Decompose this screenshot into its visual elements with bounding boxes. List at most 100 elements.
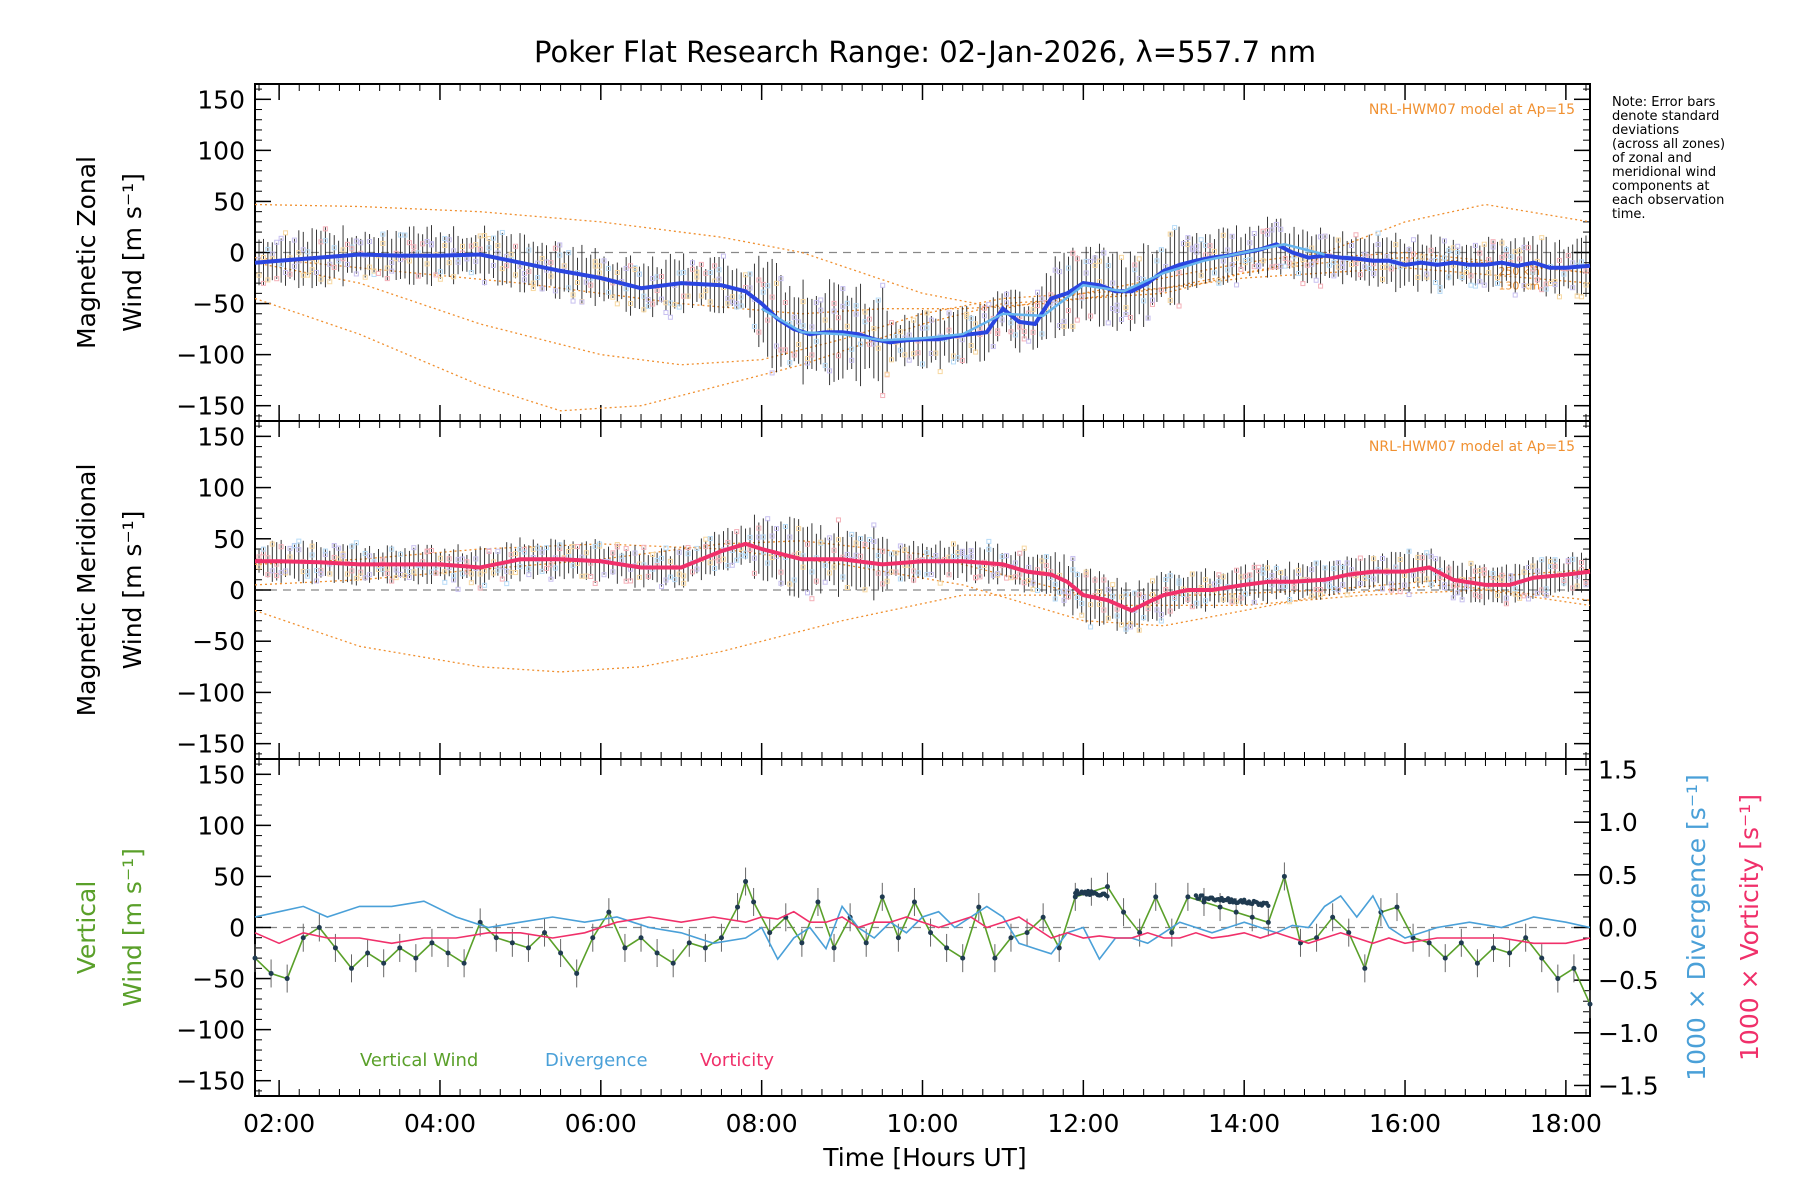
zone-sample (1450, 595, 1456, 601)
zone-sample (1004, 553, 1010, 559)
data-point (686, 940, 692, 946)
zone-sample (734, 557, 740, 563)
model-label: NRL-HWM07 model at Ap=15 (1369, 439, 1575, 455)
zone-sample (619, 553, 625, 559)
zone-sample (778, 580, 784, 586)
zone-sample (278, 544, 284, 550)
zone-sample (791, 577, 797, 583)
y-tick-label: 50 (213, 862, 245, 891)
zone-sample (1468, 560, 1474, 566)
zone-sample (707, 270, 713, 276)
zone-sample (1525, 596, 1531, 602)
zone-sample (402, 232, 408, 238)
zone-sample (1481, 282, 1487, 288)
zone-sample (1088, 602, 1094, 608)
zone-sample (336, 556, 342, 562)
zone-sample (995, 328, 1001, 334)
zone-sample (566, 548, 572, 554)
zone-sample (831, 547, 837, 553)
zone-sample (406, 258, 412, 264)
zone-sample (340, 247, 346, 253)
zone-sample (544, 545, 550, 551)
zone-sample (1410, 251, 1416, 257)
zone-sample (738, 303, 744, 309)
model-label: NRL-HWM07 model at Ap=15 (1369, 102, 1575, 118)
zone-sample (1065, 265, 1071, 271)
zone-sample (380, 231, 386, 237)
data-point (509, 940, 515, 946)
zone-sample (1380, 276, 1386, 282)
zone-sample (384, 570, 390, 576)
zone-sample (694, 545, 700, 551)
zone-sample (1508, 576, 1514, 582)
zone-sample (915, 570, 921, 576)
zone-sample (734, 529, 740, 535)
data-point (799, 940, 805, 946)
zone-sample (1123, 312, 1129, 318)
data-point (1458, 940, 1464, 946)
zone-sample (986, 538, 992, 544)
zone-sample (968, 315, 974, 321)
zone-sample (694, 269, 700, 275)
zone-sample (1158, 247, 1164, 253)
y-tick-label: 50 (213, 525, 245, 554)
zone-sample (1349, 567, 1355, 573)
zone-sample (1344, 592, 1350, 598)
zone-sample (499, 576, 505, 582)
zone-sample (283, 230, 289, 236)
zone-sample (866, 316, 872, 322)
zone-sample (685, 293, 691, 299)
zone-sample (1318, 586, 1324, 592)
zone-sample (1074, 317, 1080, 323)
zone-sample (858, 536, 864, 542)
zone-sample (950, 359, 956, 365)
zone-sample (614, 269, 620, 275)
zone-sample (265, 277, 271, 283)
zone-sample (592, 580, 598, 586)
zone-sample (853, 540, 859, 546)
zone-sample (1388, 587, 1394, 593)
zone-sample (1534, 277, 1540, 283)
zone-sample (663, 310, 669, 316)
zone-sample (451, 274, 457, 280)
zone-sample (1105, 320, 1111, 326)
zone-sample (1154, 607, 1160, 613)
zone-sample (1234, 567, 1240, 573)
x-axis-tick-labels: 02:00 04:00 06:00 08:00 10:00 12:00 14:00 16:00… (243, 1109, 1602, 1138)
data-point (1085, 888, 1091, 894)
zone-sample (1021, 328, 1027, 334)
zone-sample (597, 270, 603, 276)
data-point (879, 894, 885, 900)
data-point (316, 925, 322, 930)
x-tick-label: 10:00 (886, 1109, 958, 1138)
zone-sample (1141, 615, 1147, 621)
zone-sample (1119, 594, 1125, 600)
zone-sample (858, 553, 864, 559)
zone-sample (1579, 560, 1585, 566)
zone-sample (495, 548, 501, 554)
zone-sample (1331, 259, 1337, 265)
zone-sample (645, 573, 651, 579)
zone-sample (1503, 247, 1509, 253)
zone-sample (1490, 571, 1496, 577)
zone-sample (1366, 265, 1372, 271)
zone-sample (937, 369, 943, 375)
zone-sample (1543, 286, 1549, 292)
zone-sample (765, 516, 771, 522)
zone-sample (1428, 247, 1434, 253)
zone-sample (1340, 582, 1346, 588)
zone-sample (774, 280, 780, 286)
zone-sample (367, 553, 373, 559)
zone-sample (840, 286, 846, 292)
x-tick-label: 14:00 (1208, 1109, 1280, 1138)
zone-sample (344, 241, 350, 247)
data-point (1571, 965, 1577, 971)
legend-item: Vertical Wind (360, 1050, 478, 1071)
zone-sample (1110, 582, 1116, 588)
zone-sample (1340, 260, 1346, 266)
zone-sample (291, 237, 297, 243)
zone-sample (1269, 227, 1275, 233)
zone-sample (1119, 316, 1125, 322)
zone-sample (256, 564, 262, 570)
zone-sample (605, 265, 611, 271)
